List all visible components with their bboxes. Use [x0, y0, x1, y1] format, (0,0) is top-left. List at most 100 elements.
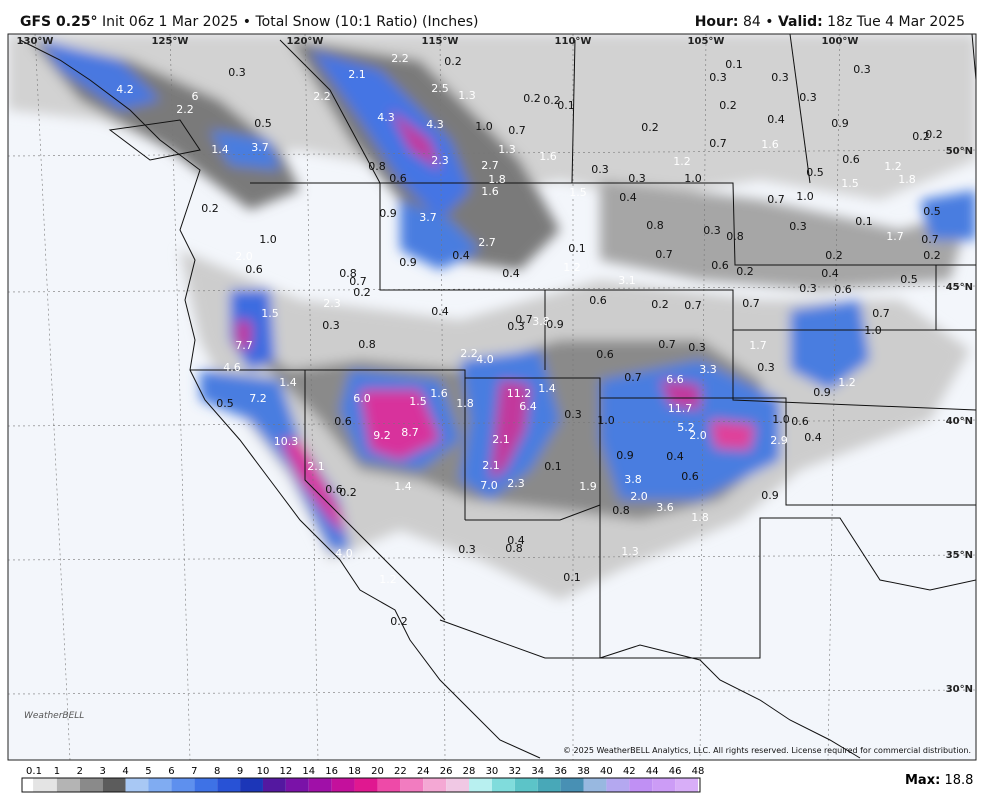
longitude-label: 100°W	[822, 36, 859, 47]
snow-amount: 0.6	[834, 283, 852, 296]
legend-tick-label: 12	[279, 766, 292, 777]
valid-time: 18z Tue 4 Mar 2025	[827, 14, 965, 30]
snow-amount: 0.3	[507, 320, 525, 333]
snow-amount: 1.0	[684, 172, 702, 185]
snow-amount: 0.3	[709, 71, 727, 84]
snow-amount: 0.1	[725, 58, 743, 71]
legend-tick-label: 10	[257, 766, 270, 777]
legend-segment	[34, 778, 57, 792]
legend-segment	[125, 778, 149, 792]
snow-amount: 0.8	[726, 230, 744, 243]
snow-amount: 3.6	[656, 501, 674, 514]
snow-amount: 0.6	[842, 153, 860, 166]
snow-amount: 0.7	[515, 313, 533, 326]
snow-amount: 0.2	[825, 249, 843, 262]
snow-amount: 1.0	[259, 233, 277, 246]
snow-amount: 0.8	[646, 219, 664, 232]
legend-segment	[194, 778, 218, 792]
legend-segment	[377, 778, 401, 792]
snow-amount: 0.3	[703, 224, 721, 237]
legend-tick-label: 24	[417, 766, 430, 777]
snow-amount: 0.3	[799, 282, 817, 295]
snow-amount: 1.2	[838, 376, 856, 389]
snow-amount: 0.6	[334, 415, 352, 428]
snow-amount: 1.2	[379, 573, 397, 586]
snow-amount: 0.4	[666, 450, 684, 463]
snow-amount: 0.6	[325, 483, 343, 496]
snow-amount: 3.8	[624, 473, 642, 486]
snow-amount: 0.1	[855, 215, 873, 228]
snow-amount: 1.3	[458, 89, 476, 102]
legend-segment	[171, 778, 195, 792]
snow-amount: 0.4	[452, 249, 470, 262]
snow-amount: 4.0	[335, 547, 353, 560]
legend-segment	[560, 778, 584, 792]
snow-amount: 0.5	[923, 205, 941, 218]
snow-amount: 2.7	[481, 159, 499, 172]
snow-amount: 0.4	[502, 267, 520, 280]
geo-labels: 130°W 125°W 120°W 115°W 110°W 105°W 100°W 50°N 4…	[17, 36, 973, 695]
legend-tick-label: 14	[302, 766, 315, 777]
snow-amount: 1.3	[498, 143, 516, 156]
snow-amount: 0.4	[431, 305, 449, 318]
snow-amount: 1.4	[394, 480, 412, 493]
run-info: Init 06z 1 Mar 2025 • Total Snow (10:1 R…	[102, 14, 478, 30]
snow-amount: 1.5	[841, 177, 859, 190]
legend-segment	[102, 778, 126, 792]
legend-segment	[606, 778, 630, 792]
longitude-label: 120°W	[287, 36, 324, 47]
legend-segment	[469, 778, 492, 792]
snow-amount: 2.3	[323, 297, 341, 310]
snow-amount: 0.3	[799, 91, 817, 104]
legend-segment	[423, 778, 447, 792]
snow-amount: 0.3	[688, 341, 706, 354]
snow-amount: 5.2	[677, 421, 695, 434]
snow-amount: 0.5	[216, 397, 234, 410]
snow-amount: 0.6	[791, 415, 809, 428]
snow-amount: 0.1	[568, 242, 586, 255]
snow-amount: 0.7	[872, 307, 890, 320]
snow-amount: 0.2	[641, 121, 659, 134]
snow-amount: 1.5	[569, 186, 587, 199]
snow-amount: 2.1	[492, 433, 510, 446]
legend-segment	[652, 778, 676, 792]
legend-segment	[331, 778, 355, 792]
snow-amount: 6.0	[353, 392, 371, 405]
snow-amount: 1.8	[488, 173, 506, 186]
snow-amount: 2.3	[431, 154, 449, 167]
snow-amount: 0.2	[201, 202, 219, 215]
snow-amount: 0.8	[339, 267, 357, 280]
legend-tick-label: 28	[463, 766, 476, 777]
snow-amount: 0.1	[563, 571, 581, 584]
snow-field	[8, 34, 976, 600]
legend-tick-label: 32	[508, 766, 521, 777]
snow-amount: 3.7	[251, 141, 269, 154]
snow-amount: 0.2	[543, 94, 561, 107]
snow-amount: 4.3	[426, 118, 444, 131]
snow-amount: 0.2	[339, 486, 357, 499]
legend-segment	[148, 778, 172, 792]
longitude-label: 115°W	[422, 36, 459, 47]
snow-amount: 1.8	[691, 511, 709, 524]
snow-amount: 9.2	[373, 429, 391, 442]
snow-amount: 1.0	[772, 413, 790, 426]
legend-tick-label: 20	[371, 766, 384, 777]
snow-amount: 0.7	[684, 299, 702, 312]
snow-amount: 0.2	[912, 130, 930, 143]
snow-amount: 4.3	[377, 111, 395, 124]
header-right: Hour: 84 • Valid: 18z Tue 4 Mar 2025	[695, 14, 965, 30]
snow-amount: 2.5	[431, 82, 449, 95]
borders	[19, 34, 976, 759]
snow-amount: 0.3	[628, 172, 646, 185]
legend-frame	[21, 777, 701, 793]
snow-amount: 11.7	[668, 402, 693, 415]
snow-amount: 10.3	[274, 435, 299, 448]
legend-tick-label: 2	[77, 766, 83, 777]
snow-amount: 1.4	[538, 382, 556, 395]
snow-amount: 0.3	[757, 361, 775, 374]
legend-tick-label: 16	[325, 766, 338, 777]
snow-amount: 2.9	[770, 434, 788, 447]
snow-amount: 1.0	[597, 414, 615, 427]
copyright: © 2025 WeatherBELL Analytics, LLC. All r…	[563, 746, 971, 755]
